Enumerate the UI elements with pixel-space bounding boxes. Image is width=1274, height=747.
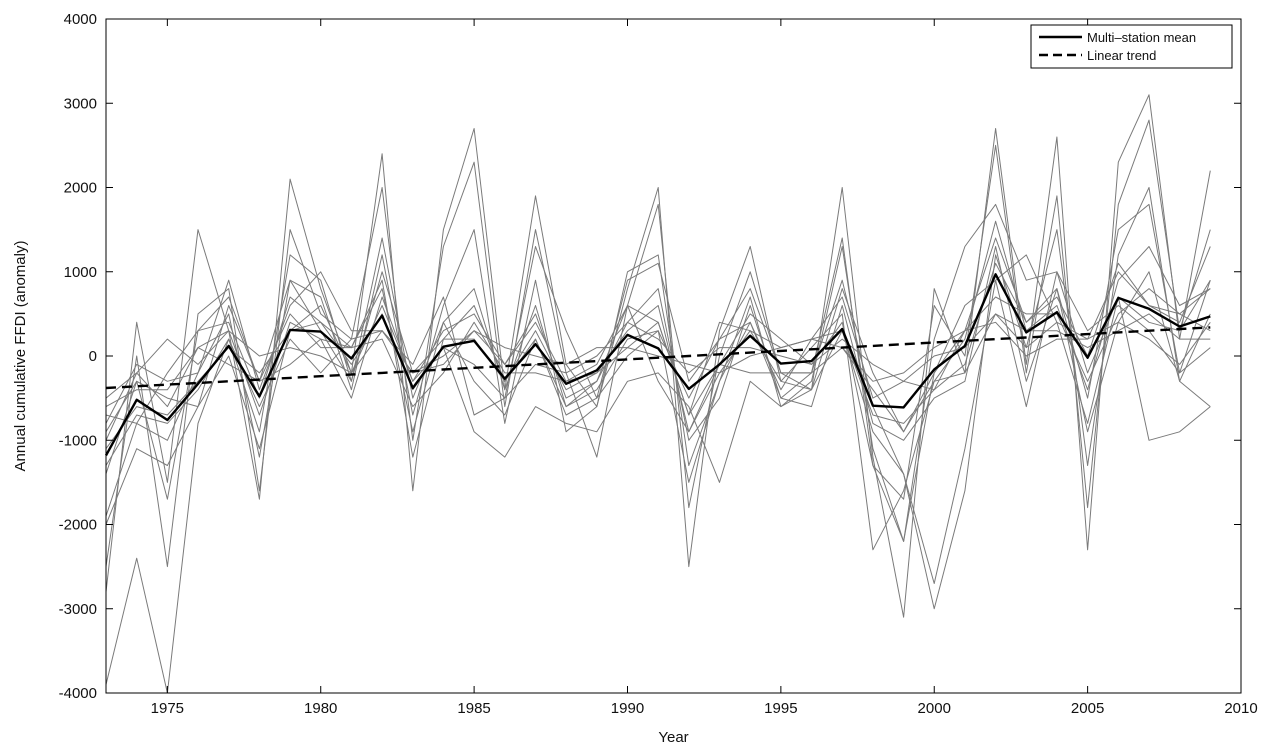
y-tick-label: 2000 [64,180,97,197]
x-tick-label: 1990 [611,700,644,717]
y-tick-label: 4000 [64,11,97,28]
y-tick-label: -2000 [59,517,97,534]
legend: Multi–station mean Linear trend [1030,24,1233,69]
x-tick-label: 1975 [151,700,184,717]
station-line-2 [105,119,1211,568]
x-tick-label: 2000 [918,700,951,717]
linear-trend-line [105,326,1211,390]
axis-ticks-group: 1975 1980 1985 1990 1995 2000 2005 2010 -4000 -30… [59,11,1258,717]
legend-box [1030,24,1233,69]
y-tick-label: -4000 [59,685,97,702]
station-line-6 [105,271,1211,584]
x-tick-label: 1995 [764,700,797,717]
station-line-13 [105,246,1211,483]
legend-mean-label: Multi–station mean [1087,30,1196,45]
y-tick-label: 0 [89,348,97,365]
x-tick-label: 1985 [457,700,490,717]
station-line-7 [105,246,1211,433]
station-line-12 [105,321,1211,399]
main-series-group [104,273,1211,456]
station-line-14 [105,262,1211,424]
multi-station-mean-line [104,273,1211,456]
x-tick-label: 2005 [1071,700,1104,717]
y-tick-label: -3000 [59,601,97,618]
legend-trend-label: Linear trend [1087,48,1156,63]
y-axis-label: Annual cumulative FFDI (anomaly) [12,241,29,472]
y-tick-label: -1000 [59,432,97,449]
y-tick-label: 3000 [64,95,97,112]
station-line-1 [105,94,1211,618]
x-tick-label: 2010 [1224,700,1257,717]
x-tick-label: 1980 [304,700,337,717]
y-tick-label: 1000 [64,264,97,281]
x-axis-label: Year [658,729,688,746]
